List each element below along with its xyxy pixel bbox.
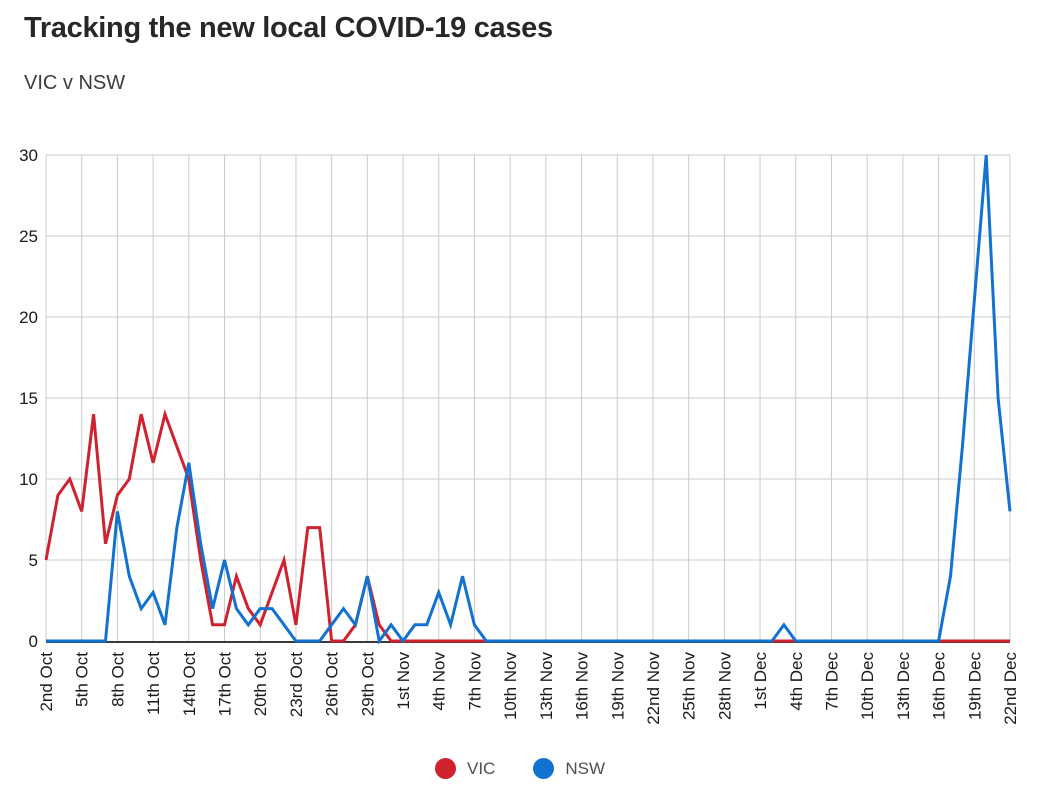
x-tick-label: 22nd Dec xyxy=(1001,652,1020,725)
x-tick-label: 19th Dec xyxy=(965,652,984,721)
legend-item-nsw: NSW xyxy=(533,758,605,779)
x-tick-label: 19th Nov xyxy=(608,652,627,721)
x-tick-label: 13th Dec xyxy=(894,652,913,721)
y-tick-label: 0 xyxy=(29,632,38,651)
y-tick-label: 5 xyxy=(29,551,38,570)
x-tick-label: 2nd Oct xyxy=(37,652,56,712)
x-tick-label: 23rd Oct xyxy=(287,652,306,717)
x-tick-label: 10th Dec xyxy=(858,652,877,721)
y-tick-label: 25 xyxy=(19,227,38,246)
x-tick-label: 22nd Nov xyxy=(644,652,663,725)
y-tick-label: 20 xyxy=(19,308,38,327)
x-tick-label: 7th Nov xyxy=(465,652,484,711)
legend-swatch-vic-icon xyxy=(434,758,456,779)
x-tick-label: 5th Oct xyxy=(73,652,92,707)
chart-subtitle: VIC v NSW xyxy=(24,72,126,94)
x-tick-label: 29th Oct xyxy=(358,652,377,717)
x-tick-label: 17th Oct xyxy=(216,652,235,717)
chart-title: Tracking the new local COVID-19 cases xyxy=(24,12,553,44)
series-line-nsw xyxy=(46,154,1012,645)
x-tick-label: 28th Nov xyxy=(715,652,734,721)
x-tick-label: 7th Dec xyxy=(822,652,841,711)
x-tick-label: 11th Oct xyxy=(144,652,163,715)
x-tick-label: 8th Oct xyxy=(108,652,127,707)
x-tick-label: 16th Nov xyxy=(573,652,592,721)
x-tick-label: 1st Dec xyxy=(751,652,770,710)
x-tick-label: 4th Nov xyxy=(430,652,449,711)
x-tick-label: 14th Oct xyxy=(180,652,199,717)
x-tick-label: 1st Nov xyxy=(394,652,413,710)
legend-label-vic: VIC xyxy=(466,758,496,778)
legend-item-vic: VIC xyxy=(434,758,496,779)
x-tick-label: 13th Nov xyxy=(537,652,556,721)
x-tick-label: 25th Nov xyxy=(680,652,699,721)
covid-line-chart: 0 5 10 15 20 25 30 2nd Oct 5th Oct 8th Oct 11th Oc… xyxy=(19,146,1020,725)
x-tick-label: 10th Nov xyxy=(501,652,520,721)
x-tick-label: 20th Oct xyxy=(251,652,270,717)
series-line-vic xyxy=(44,409,1010,643)
chart-legend: VIC NSW xyxy=(0,758,1040,779)
legend-label-nsw: NSW xyxy=(565,758,605,778)
y-tick-label: 30 xyxy=(19,146,38,165)
legend-swatch-nsw-icon xyxy=(533,758,555,779)
x-tick-label: 16th Dec xyxy=(930,652,949,721)
y-tick-label: 10 xyxy=(19,470,38,489)
x-tick-label: 4th Dec xyxy=(787,652,806,711)
x-tick-label: 26th Oct xyxy=(323,652,342,717)
y-tick-label: 15 xyxy=(19,389,38,408)
